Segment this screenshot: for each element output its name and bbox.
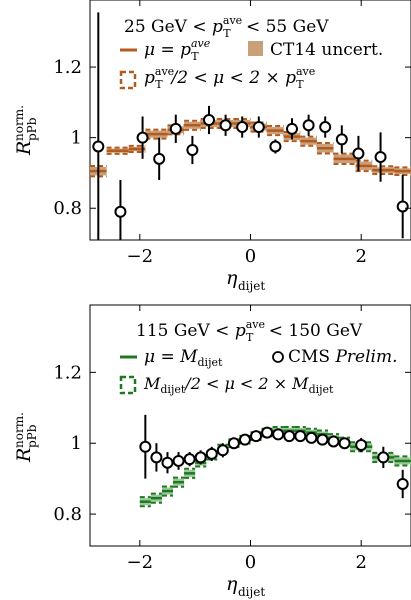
svg-text:η: η xyxy=(226,267,238,289)
data-point xyxy=(252,121,265,134)
data-point xyxy=(227,437,240,450)
y-tick-label: 1.2 xyxy=(53,57,82,78)
data-point xyxy=(114,205,127,218)
data-point xyxy=(319,121,332,134)
data-point xyxy=(286,122,299,135)
data-point xyxy=(396,477,409,490)
data-point xyxy=(139,440,152,453)
axis-ticks: 0.8 1 1.2 −2 0 2 xyxy=(53,305,411,573)
data-point xyxy=(294,430,307,443)
data-point xyxy=(327,435,340,448)
data-point xyxy=(272,428,285,441)
legend-marker-label: CMS Prelim. xyxy=(288,347,398,367)
legend: 115 GeV < pave T < 150 GeV μ = Mdijet CMS… xyxy=(119,318,398,396)
data-point xyxy=(269,140,282,153)
data-point xyxy=(194,451,207,464)
theory-histogram xyxy=(90,118,411,178)
data-point xyxy=(250,430,263,443)
data-point xyxy=(316,433,329,446)
y-tick-label: 0.8 xyxy=(53,504,82,525)
data-point xyxy=(352,147,365,160)
data-points xyxy=(139,414,409,499)
legend-band-label: CT14 uncert. xyxy=(270,40,383,60)
data-point xyxy=(183,453,196,466)
svg-text:pPb: pPb xyxy=(25,424,39,448)
data-point xyxy=(335,133,348,146)
svg-text:R: R xyxy=(13,141,35,156)
data-point xyxy=(355,438,368,451)
svg-text:η: η xyxy=(226,573,238,595)
y-tick-label: 0.8 xyxy=(53,198,82,219)
y-tick-label: 1 xyxy=(71,128,82,149)
data-point xyxy=(92,140,105,153)
data-points xyxy=(92,12,409,240)
x-tick-label: −2 xyxy=(127,246,154,267)
svg-text:dijet: dijet xyxy=(238,585,265,599)
x-tick-label: 0 xyxy=(245,246,256,267)
svg-text:pPb: pPb xyxy=(25,117,39,141)
y-tick-label: 1 xyxy=(71,433,82,454)
legend-dashed-swatch xyxy=(119,375,137,395)
x-tick-label: 2 xyxy=(355,552,366,573)
data-point xyxy=(374,151,387,164)
data-point xyxy=(338,437,351,450)
y-axis-label: R norm. pPb xyxy=(12,105,39,156)
axis-ticks: 0.8 1 1.2 −2 0 2 xyxy=(53,0,411,267)
data-point xyxy=(169,122,182,135)
data-point xyxy=(161,456,174,469)
data-point xyxy=(305,431,318,444)
x-tick-label: 0 xyxy=(245,552,256,573)
data-point xyxy=(136,131,149,144)
y-axis-label: R norm. pPb xyxy=(12,412,39,463)
data-point xyxy=(216,444,229,457)
legend-dashed-label: pave T/2 < μ < 2 × pave T xyxy=(144,65,315,91)
legend: 25 GeV < pave T < 55 GeV μ = pave T CT14 u… xyxy=(119,14,383,91)
data-point xyxy=(153,152,166,165)
data-point xyxy=(172,454,185,467)
x-axis-label: η dijet xyxy=(226,573,265,599)
legend-dashed-swatch xyxy=(119,70,137,90)
legend-dashed-label: Mdijet/2 < μ < 2 × Mdijet xyxy=(143,374,334,396)
svg-text:dijet: dijet xyxy=(238,279,265,293)
legend-title: 25 GeV < pave T < 55 GeV xyxy=(124,14,329,40)
legend-title: 115 GeV < pave T < 150 GeV xyxy=(136,318,363,344)
data-point xyxy=(202,114,215,126)
data-point xyxy=(283,430,296,443)
data-point xyxy=(238,433,251,446)
legend-band-swatch xyxy=(248,41,263,56)
x-tick-label: 2 xyxy=(355,246,366,267)
x-axis-label: η dijet xyxy=(226,267,265,293)
top-panel: 0.8 1 1.2 −2 0 2 25 GeV < pave T < 55 GeV μ = … xyxy=(12,0,411,293)
data-point xyxy=(219,119,232,132)
data-point xyxy=(236,121,249,134)
legend-marker-swatch xyxy=(272,351,284,363)
data-point xyxy=(205,447,218,460)
bottom-panel: 0.8 1 1.2 −2 0 2 115 GeV < pave T < 150 GeV μ … xyxy=(12,304,411,599)
svg-text:norm.: norm. xyxy=(12,105,26,141)
data-point xyxy=(396,200,409,213)
y-tick-label: 1.2 xyxy=(53,362,82,383)
data-point xyxy=(261,426,274,439)
svg-text:norm.: norm. xyxy=(12,412,26,448)
x-tick-label: −2 xyxy=(127,552,154,573)
data-point xyxy=(377,451,390,464)
legend-line-label: μ = pave T xyxy=(144,37,211,63)
legend-line-label: μ = Mdijet xyxy=(144,347,223,369)
data-point xyxy=(302,119,315,132)
svg-text:R: R xyxy=(13,448,35,463)
data-point xyxy=(150,451,163,464)
data-point xyxy=(186,144,199,156)
